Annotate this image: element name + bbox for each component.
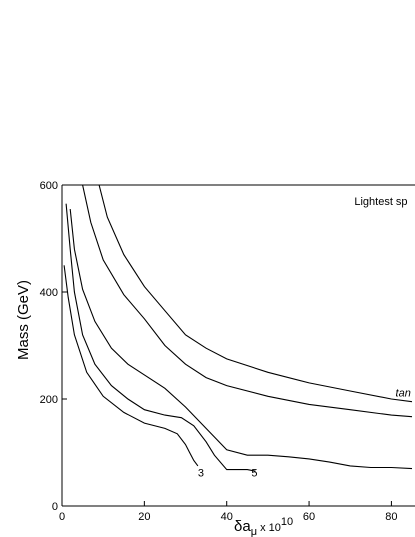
series-line-1	[63, 265, 199, 467]
series-line-3	[69, 209, 413, 470]
annotation-label: 3	[198, 468, 204, 480]
annotation-label: tan	[396, 387, 411, 399]
x-axis-title-main: δa	[234, 518, 251, 535]
series-line-2	[65, 203, 256, 472]
y-tick-label: 600	[40, 180, 58, 192]
x-axis-title: δaμ x 1010	[234, 516, 293, 537]
curves	[63, 184, 413, 472]
x-axis-title-mid: x 10	[257, 522, 281, 534]
x-axis-title-sup: 10	[281, 516, 293, 528]
x-tick-label: 80	[385, 511, 397, 523]
x-tick-label: 60	[303, 511, 315, 523]
axes	[61, 184, 415, 507]
y-tick-label: 400	[40, 287, 58, 299]
y-tick-label: 0	[52, 501, 58, 513]
series-line-5	[98, 184, 413, 403]
x-axis-title-sub: μ	[251, 526, 257, 537]
annotation-label: Lightest sp	[354, 196, 407, 208]
y-tick-label: 200	[40, 394, 58, 406]
x-tick-label: 0	[59, 511, 65, 523]
ticks: 0 20 40 60 80 0 200 400 600	[40, 180, 398, 523]
x-tick-label: 20	[138, 511, 150, 523]
annotations: Lightest sp tan 3 5	[198, 196, 411, 480]
x-tick-label: 40	[221, 511, 233, 523]
y-axis-title: Mass (GeV)	[15, 280, 32, 360]
series-line-4	[82, 184, 413, 418]
annotation-label: 5	[251, 468, 257, 480]
